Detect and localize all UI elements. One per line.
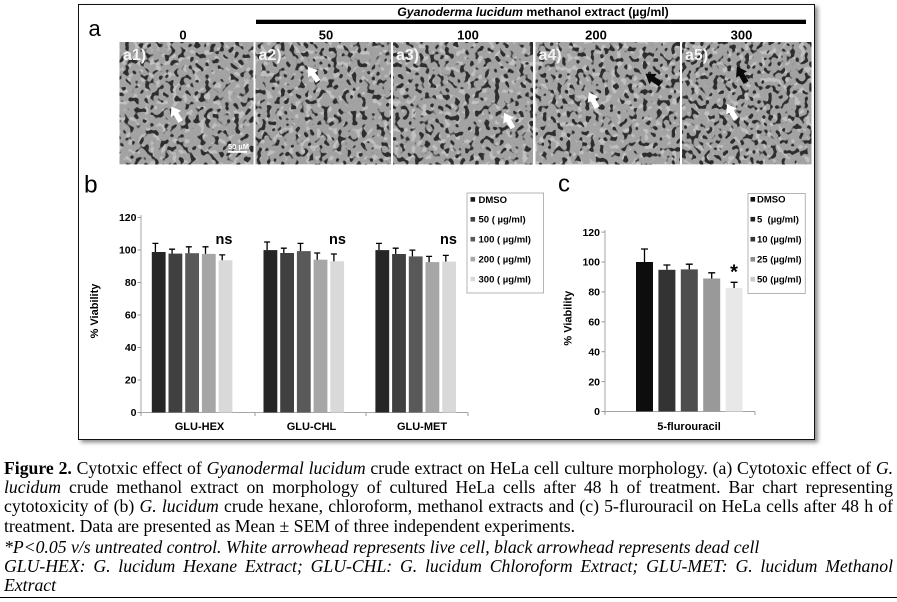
svg-text:200: 200 <box>585 28 607 43</box>
svg-text:GLU-CHL: GLU-CHL <box>287 421 337 433</box>
svg-text:100: 100 <box>119 245 137 257</box>
svg-text:GLU-MET: GLU-MET <box>397 421 447 433</box>
svg-text:100: 100 <box>582 257 600 269</box>
svg-text:50 µM: 50 µM <box>228 142 249 151</box>
svg-text:0: 0 <box>131 407 137 419</box>
svg-text:c: c <box>558 171 570 198</box>
svg-text:ns: ns <box>216 232 233 248</box>
svg-text:a4): a4) <box>539 47 562 64</box>
svg-text:% Viability: % Viability <box>562 290 574 346</box>
svg-text:ns: ns <box>440 232 457 248</box>
svg-text:300: 300 <box>731 28 753 43</box>
svg-text:Gyanoderma lucidum methanol ex: Gyanoderma lucidum methanol extract (µg/… <box>397 5 669 19</box>
svg-text:20: 20 <box>588 376 600 388</box>
svg-text:60: 60 <box>588 317 600 329</box>
svg-text:300 ( µg/ml): 300 ( µg/ml) <box>479 274 531 285</box>
svg-text:120: 120 <box>582 227 600 239</box>
svg-text:5 (µg/ml): 5 (µg/ml) <box>757 215 799 226</box>
svg-text:0: 0 <box>594 406 600 418</box>
svg-text:% Viability: % Viability <box>89 283 101 339</box>
svg-text:50 (µg/ml): 50 (µg/ml) <box>757 275 802 286</box>
svg-text:120: 120 <box>119 212 137 224</box>
svg-text:100 ( µg/ml): 100 ( µg/ml) <box>479 235 531 246</box>
svg-text:DMSO: DMSO <box>479 195 508 206</box>
svg-text:a2): a2) <box>259 47 282 64</box>
svg-text:b: b <box>84 172 98 199</box>
svg-text:40: 40 <box>588 346 600 358</box>
svg-text:a1): a1) <box>123 47 146 64</box>
svg-text:80: 80 <box>125 277 137 289</box>
svg-text:GLU-HEX: GLU-HEX <box>175 421 225 433</box>
svg-text:200 ( µg/ml): 200 ( µg/ml) <box>479 255 531 266</box>
svg-text:25 (µg/ml): 25 (µg/ml) <box>757 255 802 266</box>
svg-text:50: 50 <box>319 28 333 43</box>
svg-text:0: 0 <box>179 28 186 43</box>
svg-text:10 (µg/ml): 10 (µg/ml) <box>757 235 802 246</box>
svg-text:a5): a5) <box>685 47 708 64</box>
svg-text:DMSO: DMSO <box>757 195 786 206</box>
svg-text:40: 40 <box>125 342 137 354</box>
svg-text:20: 20 <box>125 375 137 387</box>
svg-text:60: 60 <box>125 310 137 322</box>
svg-text:ns: ns <box>329 232 346 248</box>
svg-text:50 ( µg/ml): 50 ( µg/ml) <box>479 215 526 226</box>
svg-text:100: 100 <box>457 28 479 43</box>
svg-text:*: * <box>730 262 738 284</box>
svg-text:80: 80 <box>588 287 600 299</box>
svg-text:a: a <box>89 16 102 41</box>
svg-text:a3): a3) <box>396 47 419 64</box>
svg-text:5-flurouracil: 5-flurouracil <box>657 421 721 433</box>
